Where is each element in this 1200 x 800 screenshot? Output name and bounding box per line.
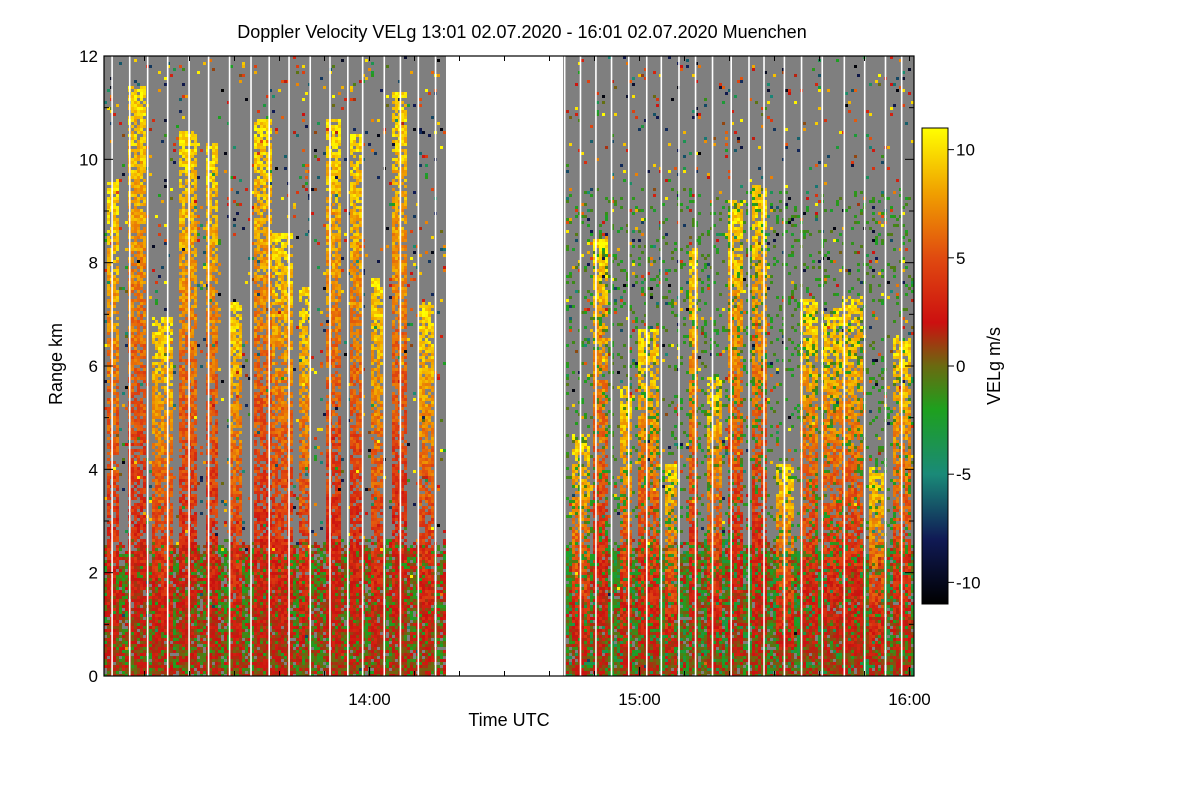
x-tick-label: 15:00 — [618, 690, 661, 709]
colorbar-tick-label: -5 — [956, 465, 971, 484]
y-tick-label: 8 — [89, 254, 98, 273]
y-tick-label: 0 — [89, 667, 98, 686]
y-tick-label: 4 — [89, 460, 98, 479]
y-tick-label: 12 — [79, 47, 98, 66]
y-tick-label: 10 — [79, 150, 98, 169]
colorbar-label: VELg m/s — [984, 327, 1004, 405]
x-axis-label: Time UTC — [468, 710, 549, 730]
y-axis: 0 2 4 6 8 10 12 — [79, 47, 914, 686]
colorbar-ticks: 10 5 0 -5 -10 — [948, 141, 981, 592]
x-tick-label: 16:00 — [888, 690, 931, 709]
colorbar-tick-label: 10 — [956, 141, 975, 160]
y-axis-label: Range km — [46, 323, 66, 405]
colorbar-tick-label: 5 — [956, 249, 965, 268]
colorbar — [921, 127, 949, 605]
chart-title: Doppler Velocity VELg 13:01 02.07.2020 -… — [237, 22, 806, 42]
y-tick-label: 6 — [89, 357, 98, 376]
plot-area — [104, 56, 914, 676]
x-tick-label: 14:00 — [348, 690, 391, 709]
x-axis: 14:00 15:00 16:00 — [144, 56, 931, 709]
y-tick-label: 2 — [89, 564, 98, 583]
colorbar-tick-label: -10 — [956, 573, 981, 592]
colorbar-tick-label: 0 — [956, 357, 965, 376]
